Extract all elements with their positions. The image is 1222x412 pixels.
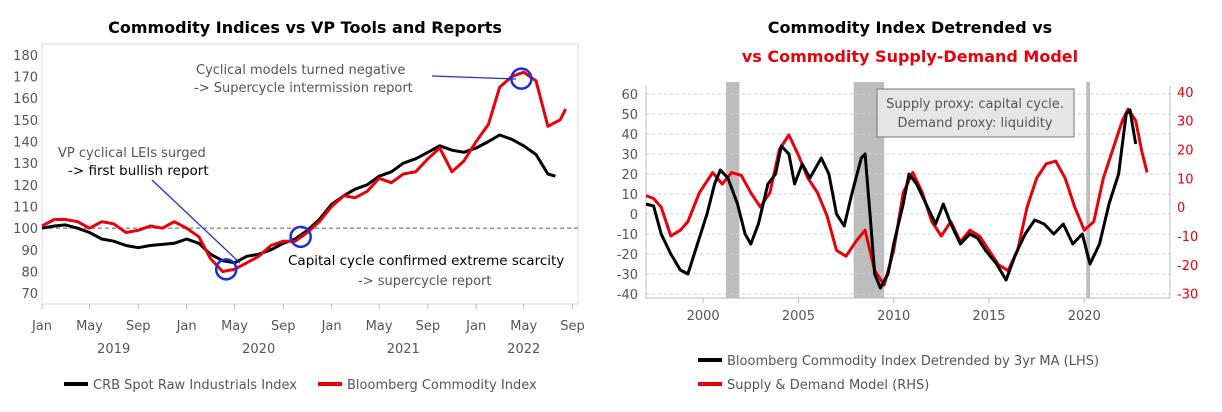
left-x-year-label: 2021: [387, 342, 420, 357]
left-y-tick-label: 160: [13, 92, 38, 107]
right-y-right-tick-label: -30: [1177, 288, 1198, 303]
right-y-left-tick-label: 60: [621, 88, 638, 103]
series-line-model: [645, 107, 1149, 287]
left-plot-frame: [41, 43, 579, 305]
right-y-left-tick-label: -40: [617, 288, 638, 303]
right-y-left-tick-label: 50: [621, 108, 638, 123]
right-x-tick-label: 2000: [687, 309, 720, 324]
left-x-year-axis: 2019 2020 2021 2022: [97, 342, 540, 357]
annotation-box-line2: Demand proxy: liquidity: [897, 116, 1052, 131]
right-y-right-tick-label: 10: [1177, 172, 1194, 187]
shaded-period: [1086, 82, 1090, 298]
right-y-left-tick-label: 10: [621, 188, 638, 203]
left-y-tick-label: 110: [13, 201, 38, 216]
right-chart-title-line2: vs Commodity Supply-Demand Model: [742, 47, 1078, 66]
right-x-tick-label: 2005: [782, 309, 815, 324]
legend-label-crb: CRB Spot Raw Industrials Index: [93, 378, 297, 393]
left-x-tick-label: Jan: [176, 319, 197, 334]
annotation-pointer-bullish: [151, 179, 241, 264]
right-y-axis-left: -40 -30 -20 -10 0 10 20 30 40 50 60: [617, 88, 638, 303]
right-y-right-tick-label: -20: [1177, 259, 1198, 274]
left-y-tick-label: 120: [13, 179, 38, 194]
left-x-tick-label: Jan: [321, 319, 342, 334]
series-line-bcom: [41, 70, 568, 273]
left-y-tick-label: 130: [13, 157, 38, 172]
annotation-lei-line1: VP cyclical LEIs surged: [58, 146, 206, 161]
right-y-left-tick-label: -20: [617, 248, 638, 263]
left-y-tick-label: 150: [13, 114, 38, 129]
left-x-tick-label: Sep: [271, 319, 296, 334]
right-chart: Commodity Index Detrended vs vs Commodit…: [617, 18, 1198, 393]
right-series-group: [645, 107, 1149, 290]
left-series-group: [41, 70, 568, 273]
highlight-circle: [214, 258, 238, 281]
left-x-year-label: 2020: [242, 342, 275, 357]
annotation-box-line1: Supply proxy: capital cycle.: [886, 97, 1064, 112]
left-y-tick-label: 90: [21, 244, 38, 259]
left-x-tick-label: Sep: [126, 319, 151, 334]
right-y-left-tick-label: -30: [617, 268, 638, 283]
legend-label-model: Supply & Demand Model (RHS): [727, 378, 929, 393]
right-y-right-tick-label: -10: [1177, 230, 1198, 245]
left-y-tick-label: 180: [13, 49, 38, 64]
right-y-left-tick-label: 40: [621, 128, 638, 143]
annotation-box-frame: [876, 88, 1075, 138]
left-x-tick-label: May: [221, 319, 248, 334]
annotation-lei-line2: -> first bullish report: [68, 163, 209, 179]
left-x-tick-label: May: [366, 319, 393, 334]
highlight-circles: [214, 67, 533, 281]
left-x-tick-label: Sep: [560, 319, 585, 334]
left-y-tick-label: 70: [21, 287, 38, 302]
legend-label-detrended: Bloomberg Commodity Index Detrended by 3…: [727, 354, 1099, 369]
left-y-tick-label: 170: [13, 71, 38, 86]
right-y-right-tick-label: 30: [1177, 115, 1194, 130]
left-chart: Commodity Indices vs VP Tools and Report…: [13, 18, 585, 393]
right-chart-title-line1: Commodity Index Detrended vs: [768, 18, 1052, 37]
highlight-circle: [289, 225, 312, 249]
right-x-tick-label: 2010: [877, 309, 910, 324]
right-y-left-tick-label: 30: [621, 148, 638, 163]
left-x-tick-label: Jan: [31, 319, 52, 334]
right-x-tick-label: 2015: [972, 309, 1005, 324]
annotation-capital-line2: -> supercycle report: [358, 274, 491, 289]
right-y-left-tick-label: -10: [617, 228, 638, 243]
right-y-left-tick-label: 20: [621, 168, 638, 183]
left-legend: CRB Spot Raw Industrials Index Bloomberg…: [64, 378, 537, 393]
series-line-crb: [41, 133, 556, 265]
left-x-tick-label: May: [76, 319, 103, 334]
right-y-right-tick-label: 0: [1177, 201, 1185, 216]
right-x-tick-label: 2020: [1068, 309, 1101, 324]
annotation-pointer-negative: [431, 75, 517, 80]
right-y-right-tick-label: 40: [1177, 86, 1194, 101]
left-y-axis: 70 80 90 100 110 120 130 140 150 160 170 180: [13, 49, 38, 302]
left-x-axis: Jan May Sep Jan May Sep Jan May Sep Jan May Sep: [31, 304, 585, 334]
highlight-circle: [510, 67, 533, 90]
annotation-box: Supply proxy: capital cycle. Demand prox…: [876, 88, 1075, 138]
left-x-tick-label: May: [510, 319, 537, 334]
left-x-tick-label: Jan: [465, 319, 486, 334]
left-x-year-label: 2019: [97, 342, 130, 357]
legend-label-bcom: Bloomberg Commodity Index: [347, 378, 537, 393]
right-x-axis: 2000 2005 2010 2015 2020: [687, 298, 1101, 324]
left-y-tick-label: 140: [13, 136, 38, 151]
left-x-tick-label: Sep: [416, 319, 441, 334]
left-x-year-label: 2022: [507, 342, 540, 357]
right-y-axis-right: -30 -20 -10 0 10 20 30 40: [1177, 86, 1198, 303]
annotation-cyclical-line1: Cyclical models turned negative: [196, 63, 405, 78]
left-chart-title: Commodity Indices vs VP Tools and Report…: [108, 18, 502, 37]
right-y-right-tick-label: 20: [1177, 143, 1194, 158]
right-y-left-tick-label: 0: [630, 208, 638, 223]
annotation-cyclical-line2: -> Supercycle intermission report: [194, 81, 413, 96]
right-legend: Bloomberg Commodity Index Detrended by 3…: [698, 354, 1099, 393]
left-y-tick-label: 100: [13, 222, 38, 237]
left-y-tick-label: 80: [21, 266, 38, 281]
series-line-detrended: [645, 108, 1138, 290]
annotation-capital-line1: Capital cycle confirmed extreme scarcity: [288, 253, 564, 269]
